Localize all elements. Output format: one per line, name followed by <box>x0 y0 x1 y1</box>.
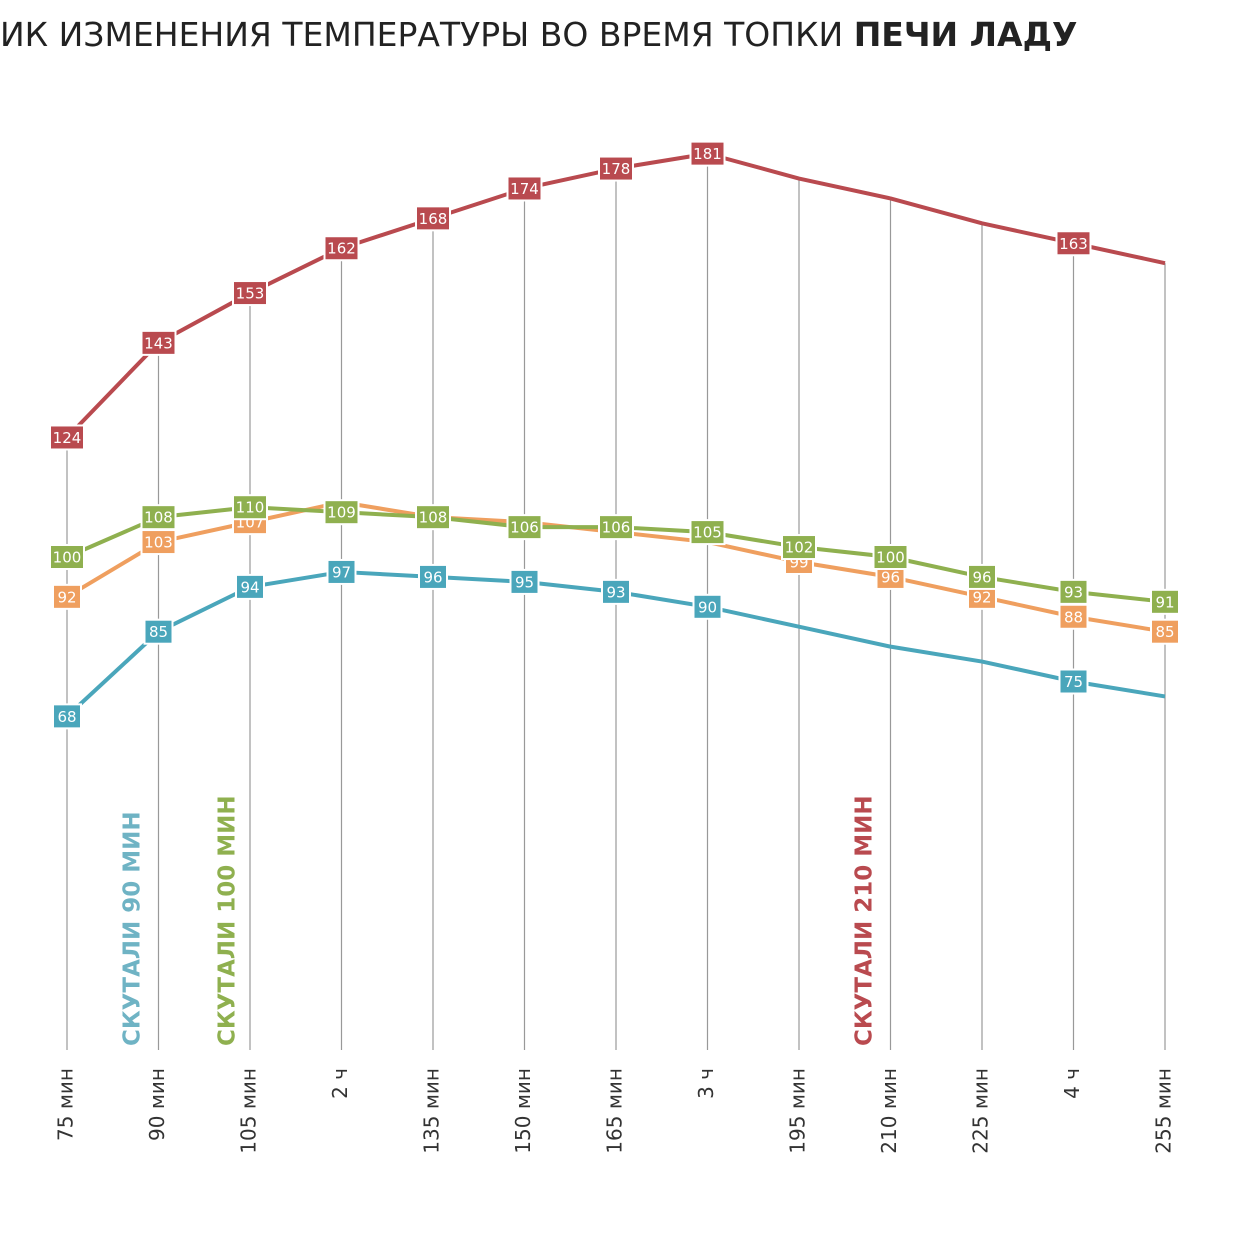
data-label: 103 <box>144 534 173 552</box>
x-tick-label: 3 ч <box>694 1068 718 1099</box>
data-label: 100 <box>53 549 82 567</box>
data-label: 90 <box>698 598 717 616</box>
data-label: 163 <box>1059 235 1088 253</box>
data-point <box>415 504 451 531</box>
data-label: 124 <box>53 429 82 447</box>
data-label: 92 <box>972 588 991 606</box>
data-point <box>689 140 726 167</box>
data-label: 108 <box>419 509 448 527</box>
data-label: 68 <box>57 708 76 726</box>
x-tick-label: 105 мин <box>237 1068 261 1154</box>
data-point <box>506 514 543 541</box>
x-tick-label: 195 мин <box>786 1068 810 1154</box>
data-label: 75 <box>1064 673 1083 691</box>
data-point <box>506 175 543 202</box>
data-label: 181 <box>693 145 722 163</box>
data-point <box>232 280 268 307</box>
data-label: 100 <box>876 549 905 567</box>
x-tick-label: 225 мин <box>969 1068 993 1154</box>
x-tick-label: 255 мин <box>1152 1068 1176 1154</box>
data-label: 85 <box>1155 623 1174 641</box>
data-label: 168 <box>419 210 448 228</box>
x-tick-label: 210 мин <box>877 1068 901 1154</box>
data-label: 85 <box>149 623 168 641</box>
x-tick-label: 150 мин <box>511 1068 535 1154</box>
x-tick-label: 4 ч <box>1060 1068 1084 1099</box>
data-point <box>140 504 177 531</box>
data-label: 106 <box>510 519 539 537</box>
data-label: 102 <box>785 539 814 557</box>
data-point <box>235 573 265 600</box>
data-point <box>418 563 448 590</box>
data-label: 97 <box>332 563 351 581</box>
chart-title: ИК ИЗМЕНЕНИЯ ТЕМПЕРАТУРЫ ВО ВРЕМЯ ТОПКИ … <box>0 15 1077 54</box>
data-point <box>967 563 997 590</box>
data-label: 96 <box>423 568 442 586</box>
data-point <box>52 583 82 610</box>
title-part: ИК ИЗМЕНЕНИЯ ТЕМПЕРАТУРЫ ВО ВРЕМЯ ТОПКИ <box>0 15 854 54</box>
data-label: 109 <box>327 504 356 522</box>
data-label: 174 <box>510 180 539 198</box>
data-label: 93 <box>606 583 625 601</box>
data-label: 143 <box>144 334 173 352</box>
data-label: 91 <box>1155 593 1174 611</box>
data-point <box>52 703 82 730</box>
data-point <box>872 544 909 570</box>
data-point <box>323 235 360 262</box>
x-tick-label: 135 мин <box>420 1068 444 1154</box>
data-point <box>49 424 85 451</box>
x-tick-label: 75 мин <box>54 1068 78 1141</box>
data-point <box>598 514 634 541</box>
data-label: 162 <box>327 240 356 258</box>
data-label: 92 <box>57 588 76 606</box>
data-label: 110 <box>236 499 265 517</box>
data-point <box>49 544 85 570</box>
data-point <box>781 534 817 561</box>
data-point <box>326 558 357 585</box>
data-point <box>689 519 726 546</box>
data-label: 108 <box>144 509 173 527</box>
data-point <box>232 494 268 521</box>
data-label: 96 <box>972 568 991 586</box>
data-label: 94 <box>240 578 259 596</box>
annotation: СКУТАЛИ 100 МИН <box>215 795 241 1046</box>
data-point <box>598 155 634 182</box>
data-point <box>323 499 360 526</box>
data-point <box>140 329 177 356</box>
data-point <box>143 618 174 645</box>
data-label: 106 <box>602 519 631 537</box>
data-label: 153 <box>236 285 265 303</box>
data-point <box>1058 578 1089 605</box>
annotation: СКУТАЛИ 90 МИН <box>120 811 146 1046</box>
annotation: СКУТАЛИ 210 МИН <box>852 795 878 1046</box>
data-point <box>1058 668 1089 695</box>
data-point <box>692 593 723 620</box>
data-point <box>415 205 451 232</box>
x-tick-label: 2 ч <box>328 1068 352 1099</box>
data-point <box>509 568 540 595</box>
title-bold-part: ПЕЧИ ЛАДУ <box>854 15 1078 54</box>
data-point <box>1055 230 1092 257</box>
data-point <box>1150 588 1180 615</box>
data-label: 95 <box>515 573 534 591</box>
data-label: 105 <box>693 524 722 542</box>
data-point <box>1058 603 1089 630</box>
x-tick-label: 90 мин <box>145 1068 169 1141</box>
data-label: 96 <box>881 568 900 586</box>
x-tick-label: 165 мин <box>603 1068 627 1154</box>
data-point <box>601 578 631 605</box>
data-label: 88 <box>1064 608 1083 626</box>
data-point <box>1150 618 1180 645</box>
data-label: 178 <box>602 160 631 178</box>
data-label: 93 <box>1064 583 1083 601</box>
